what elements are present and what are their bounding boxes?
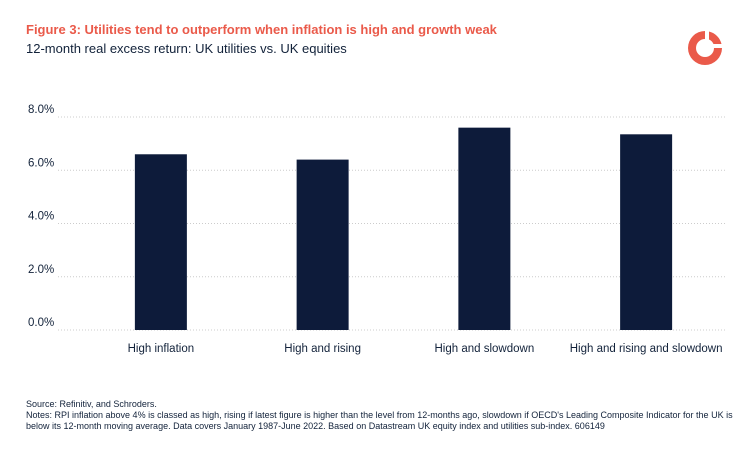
y-tick-label: 2.0% bbox=[28, 264, 54, 276]
footnotes: Source: Refinitiv, and Schroders. Notes:… bbox=[26, 399, 736, 433]
bar bbox=[134, 154, 187, 330]
x-tick-label: High and rising bbox=[284, 343, 361, 355]
brand-logo-icon bbox=[688, 31, 722, 65]
bar bbox=[296, 159, 349, 330]
y-axis: 0.0% 2.0% 4.0% 6.0% 8.0% bbox=[28, 104, 54, 329]
bar bbox=[458, 127, 511, 331]
bar-chart: 0.0%2.0%4.0%6.0%8.0% High inflation High … bbox=[28, 104, 727, 355]
y-tick-label: 4.0% bbox=[28, 211, 54, 223]
source-note: Source: Refinitiv, and Schroders. bbox=[26, 399, 157, 409]
methodology-notes: Notes: RPI inflation above 4% is classed… bbox=[26, 410, 733, 432]
x-tick-label: High and rising and slowdown bbox=[570, 343, 723, 355]
bar bbox=[620, 134, 673, 330]
y-tick-label: 0.0% bbox=[28, 317, 54, 329]
x-tick-label: High inflation bbox=[128, 343, 194, 355]
bars bbox=[134, 127, 673, 331]
y-tick-label: 8.0% bbox=[28, 104, 54, 116]
chart-title: Figure 3: Utilities tend to outperform w… bbox=[26, 22, 497, 37]
x-axis: High inflation High and rising High and sl… bbox=[128, 343, 723, 355]
x-tick-label: High and slowdown bbox=[435, 343, 535, 355]
y-tick-label: 6.0% bbox=[28, 157, 54, 169]
chart-subtitle: 12-month real excess return: UK utilitie… bbox=[26, 41, 347, 56]
